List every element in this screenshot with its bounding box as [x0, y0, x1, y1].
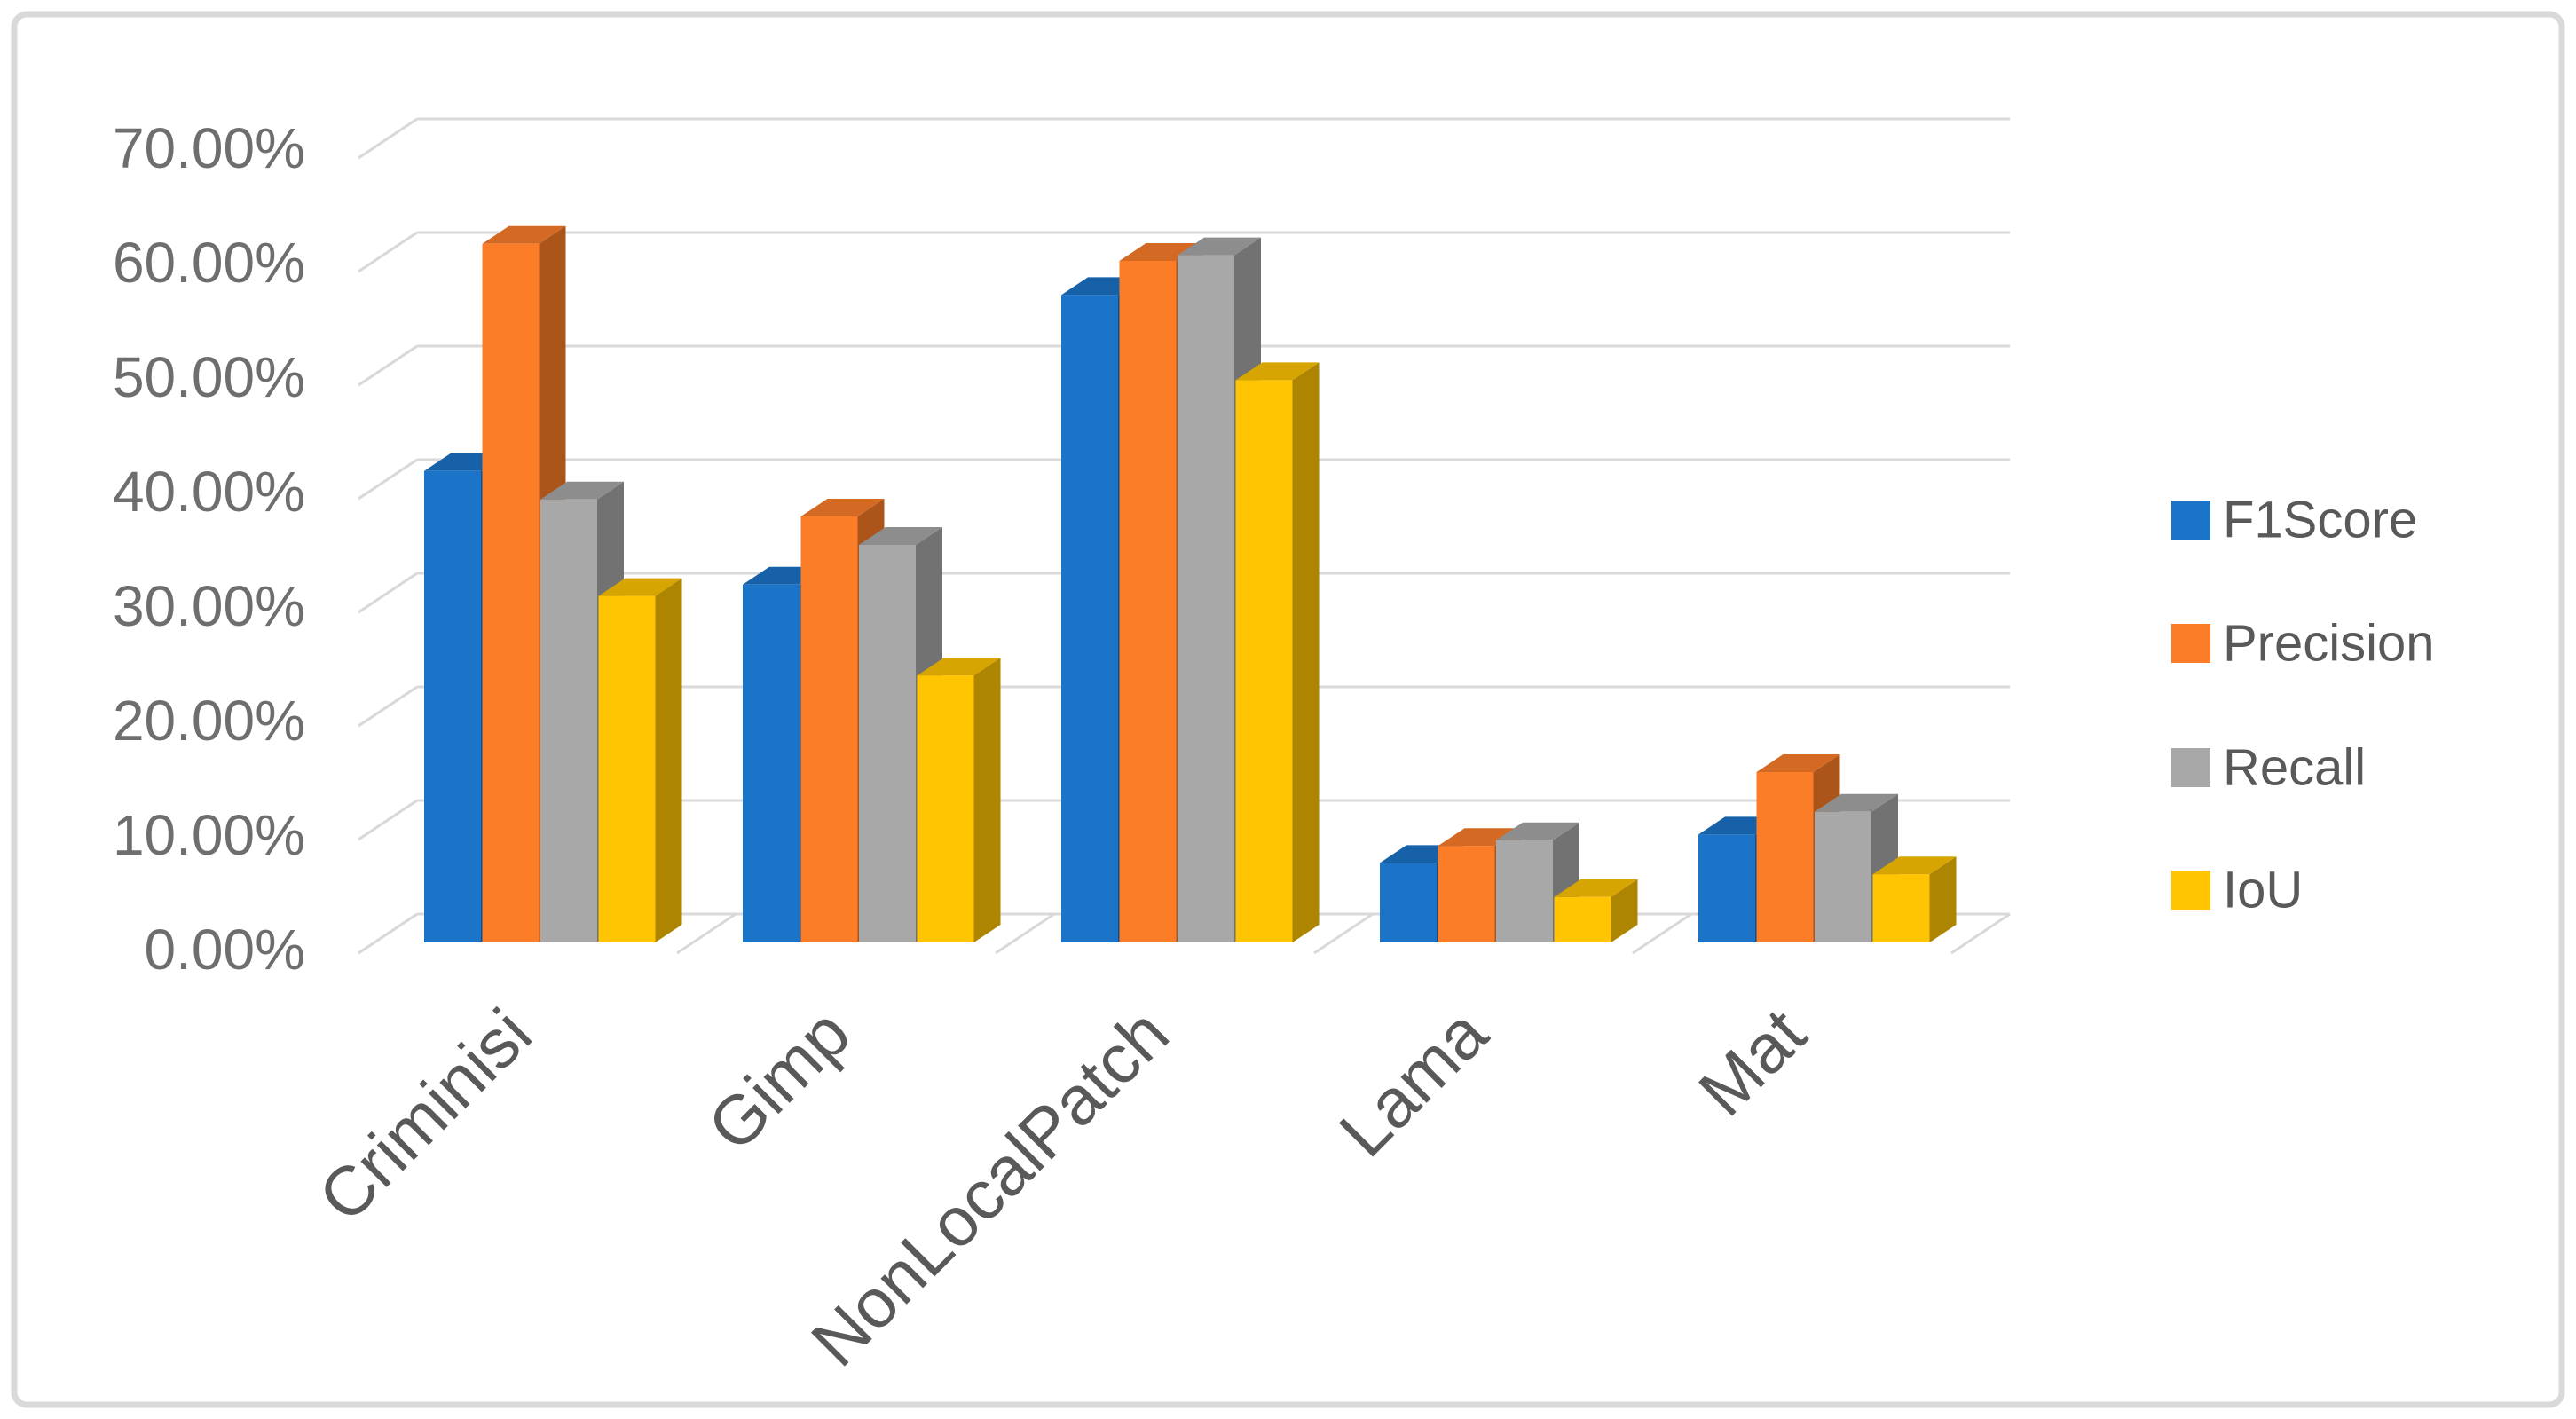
bar-criminisi-iou [598, 578, 682, 942]
bar-top-face [1756, 754, 1840, 772]
y-tick-label-30.00%: 30.00% [113, 574, 305, 638]
legend-item-recall: Recall [2171, 739, 2366, 797]
bar-top-face [598, 578, 682, 596]
legend-label-f1score: F1Score [2223, 492, 2417, 549]
category-label-gimp: Gimp [693, 994, 865, 1166]
legend: F1Score Precision Recall IoU [2171, 492, 2435, 919]
bar-top-face [800, 499, 885, 516]
bar-top-face [1496, 822, 1579, 840]
bar-front-face [540, 499, 597, 942]
floor-separator [676, 912, 737, 955]
bar-front-face [1698, 834, 1755, 942]
chart-border-layer [11, 11, 2565, 1408]
bar-front-face [1119, 261, 1177, 942]
bar-top-face [917, 658, 1001, 676]
bar-side-face [655, 578, 682, 942]
floor-separator [358, 912, 418, 955]
bar-top-face [482, 225, 566, 244]
legend-item-iou: IoU [2171, 862, 2303, 919]
bar-front-face [1438, 846, 1495, 942]
legend-swatch-recall [2171, 748, 2210, 787]
legend-label-precision: Precision [2223, 615, 2435, 673]
bar-front-face [1554, 896, 1611, 942]
y-tick-label-20.00%: 20.00% [113, 689, 305, 753]
gridline-connector-50.00% [358, 344, 418, 387]
bar-front-face [1235, 380, 1293, 942]
floor-separator [1632, 912, 1692, 955]
bar-top-face [1554, 879, 1638, 897]
legend-item-precision: Precision [2171, 615, 2435, 673]
y-tick-label-0.00%: 0.00% [145, 918, 305, 981]
bar-side-face [1929, 856, 1957, 942]
bar-top-face [1872, 856, 1957, 875]
legend-item-f1score: F1Score [2171, 492, 2417, 549]
legend-label-iou: IoU [2223, 862, 2303, 919]
category-label-criminisi: Criminisi [303, 994, 547, 1237]
chart-border [11, 11, 2565, 1408]
floor-separator [1313, 912, 1374, 955]
bar-gimp-iou [917, 658, 1001, 942]
bar-front-face [598, 595, 656, 942]
gridline-connector-10.00% [358, 799, 418, 841]
category-label-lama: Lama [1324, 993, 1502, 1171]
bar-side-face [1292, 362, 1320, 942]
gridline-connector-20.00% [358, 685, 418, 728]
y-tick-label-10.00%: 10.00% [113, 803, 305, 867]
bar-front-face [482, 243, 540, 942]
legend-swatch-f1score [2171, 501, 2210, 540]
bars-layer [424, 225, 1957, 943]
bar-front-face [1061, 295, 1118, 942]
legend-swatch-precision [2171, 624, 2210, 663]
bar-front-face [1380, 863, 1437, 942]
bar-front-face [424, 470, 481, 942]
bar-side-face [973, 658, 1001, 942]
y-tick-label-70.00%: 70.00% [113, 116, 305, 180]
legend-swatch-iou [2171, 871, 2210, 910]
gridline-connector-30.00% [358, 572, 418, 614]
bar-front-face [859, 545, 916, 942]
y-tick-label-60.00%: 60.00% [113, 231, 305, 295]
bar-front-face [1756, 772, 1814, 942]
y-axis-tick-labels: 0.00% 10.00% 20.00% 30.00% 40.00% 50.00% 60.00… [113, 116, 305, 981]
bar-front-face [1496, 840, 1553, 942]
bar-front-face [800, 516, 858, 942]
y-tick-label-50.00%: 50.00% [113, 345, 305, 409]
legend-label-recall: Recall [2223, 739, 2366, 797]
bar-front-face [917, 675, 974, 942]
bar-nonlocalpatch-iou [1235, 362, 1320, 942]
gridline-connector-60.00% [358, 231, 418, 273]
bar-side-face [1611, 879, 1638, 942]
floor-separator [1950, 912, 2011, 955]
bar-front-face [1872, 874, 1930, 942]
bar-top-face [1815, 793, 1898, 812]
bar-front-face [743, 584, 800, 942]
gridline-connector-70.00% [358, 117, 418, 160]
gridline-connector-40.00% [358, 458, 418, 501]
bar-front-face [1815, 811, 1871, 942]
bar-top-face [1178, 237, 1261, 256]
bar-mat-iou [1872, 856, 1957, 942]
category-label-mat: Mat [1683, 994, 1820, 1131]
bar-front-face [1178, 255, 1234, 943]
y-tick-label-40.00%: 40.00% [113, 460, 305, 524]
floor-separator [995, 912, 1055, 955]
bar-lama-iou [1554, 879, 1638, 942]
bar-top-face [1235, 362, 1320, 381]
bar-top-face [859, 527, 942, 545]
bar-top-face [540, 481, 624, 500]
